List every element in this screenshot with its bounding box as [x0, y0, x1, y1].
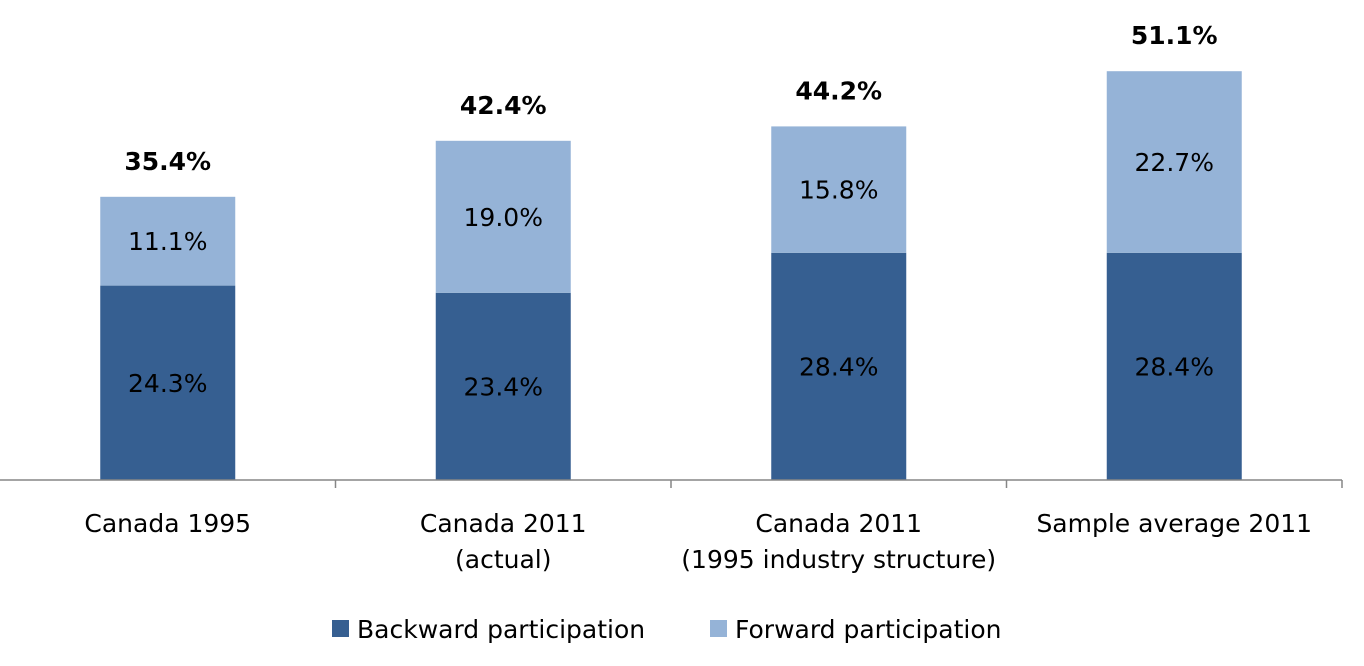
legend-swatch-forward: [710, 620, 727, 637]
legend-label-forward: Forward participation: [735, 615, 1001, 644]
data-label-backward-1: 23.4%: [464, 372, 543, 401]
legend-label-backward: Backward participation: [357, 615, 645, 644]
total-label-3: 51.1%: [1131, 21, 1218, 50]
bars-layer: 24.3% 11.1% 35.4% 23.4% 19.0% 42.4% 28.4% 15.8%…: [100, 21, 1242, 480]
legend: Backward participation Forward participat…: [332, 615, 1001, 644]
bar-backward-0: [100, 285, 236, 480]
data-label-forward-0: 11.1%: [128, 227, 207, 256]
bar-forward-1: [435, 140, 571, 293]
bar-forward-2: [771, 126, 907, 253]
category-label-2-0: Canada 2011: [755, 509, 922, 538]
data-label-forward-3: 22.7%: [1135, 148, 1214, 177]
category-label-2-1: (1995 industry structure): [681, 545, 996, 574]
category-label-1-0: Canada 2011: [420, 509, 587, 538]
legend-swatch-backward: [332, 620, 349, 637]
data-label-forward-2: 15.8%: [799, 176, 878, 205]
bar-forward-0: [100, 196, 236, 286]
category-labels: Canada 1995 Canada 2011 (actual) Canada 201…: [84, 509, 1312, 574]
bar-backward-1: [435, 292, 571, 480]
category-label-1-1: (actual): [455, 545, 551, 574]
category-label-0-0: Canada 1995: [84, 509, 251, 538]
x-axis: [0, 479, 1343, 488]
category-label-3-0: Sample average 2011: [1036, 509, 1312, 538]
data-label-backward-2: 28.4%: [799, 352, 878, 381]
bar-forward-3: [1106, 71, 1242, 253]
data-label-forward-1: 19.0%: [464, 203, 543, 232]
data-label-backward-0: 24.3%: [128, 369, 207, 398]
total-label-1: 42.4%: [460, 91, 547, 120]
bar-backward-2: [771, 252, 907, 480]
total-label-0: 35.4%: [124, 147, 211, 176]
total-label-2: 44.2%: [795, 76, 882, 105]
bar-backward-3: [1106, 252, 1242, 480]
data-label-backward-3: 28.4%: [1135, 352, 1214, 381]
